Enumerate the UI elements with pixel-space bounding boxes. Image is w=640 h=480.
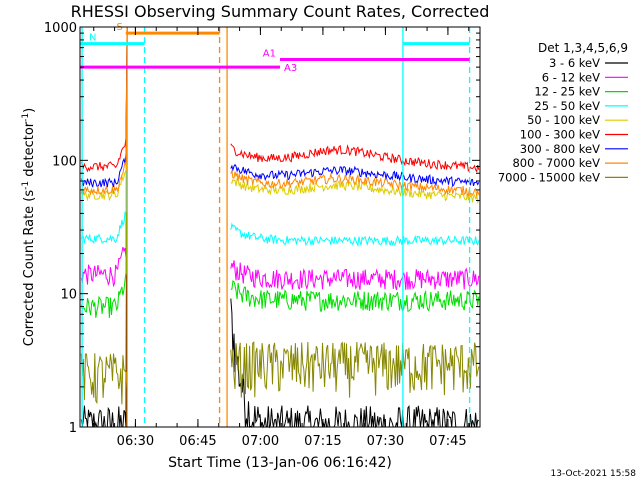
legend-label-6: 100 - 300 keV — [520, 128, 600, 142]
y-tick-label-2: 10 — [60, 288, 77, 303]
series-line-6-segment-1 — [80, 26, 128, 173]
annotation-label-1: S — [116, 22, 122, 33]
series-line-4-segment-2 — [230, 222, 480, 248]
series-line-5-segment-1 — [80, 26, 128, 202]
legend-label-1: 3 - 6 keV — [549, 56, 600, 70]
series-line-8-segment-2 — [230, 168, 480, 197]
x-tick-label-4: 07:15 — [304, 434, 341, 449]
series-line-2-segment-2 — [230, 260, 480, 291]
y-tick-label-4: 1000 — [44, 21, 77, 36]
legend-label-7: 300 - 800 keV — [520, 142, 600, 156]
plot-marks: S N A1 A3 — [80, 22, 480, 429]
series-line-1-segment-2 — [230, 298, 480, 429]
annotation-label-5: A3 — [284, 63, 297, 74]
legend-label-5: 50 - 100 keV — [527, 113, 600, 127]
legend-label-2: 6 - 12 keV — [542, 70, 600, 84]
axis-ticks: 06:30 06:45 07:00 07:15 07:30 07:45 1 10 100 1000 — [44, 21, 480, 449]
annotation-label-4: A1 — [263, 49, 276, 60]
series-line-7-segment-2 — [230, 163, 480, 188]
series-line-9-segment-1 — [80, 353, 128, 405]
series-line-2-segment-1 — [80, 26, 128, 288]
legend-label-9: 7000 - 15000 keV — [498, 170, 600, 184]
x-tick-label-2: 06:45 — [179, 434, 216, 449]
series-line-3-segment-2 — [230, 280, 480, 313]
series-line-9-segment-2 — [230, 341, 480, 398]
series-line-4-segment-1 — [80, 26, 128, 244]
legend-label-4: 25 - 50 keV — [534, 99, 600, 113]
legend-label-3: 12 - 25 keV — [534, 85, 600, 99]
series-line-1-segment-1 — [80, 26, 128, 428]
footer-timestamp: 13-Oct-2021 15:58 — [551, 469, 637, 479]
x-tick-label-5: 07:30 — [367, 434, 404, 449]
x-tick-label-6: 07:45 — [429, 434, 466, 449]
y-tick-label-1: 1 — [69, 421, 77, 436]
y-axis-label: Corrected Count Rate (s-1 detector-1) — [21, 108, 37, 346]
series-line-3-segment-1 — [80, 26, 128, 318]
annotation-label-2: N — [89, 33, 96, 44]
x-tick-label-1: 06:30 — [117, 434, 154, 449]
legend-label-8: 800 - 7000 keV — [512, 156, 600, 170]
series-line-5-segment-2 — [230, 177, 480, 204]
plot-frame — [79, 26, 481, 428]
x-tick-label-3: 07:00 — [242, 434, 279, 449]
x-axis-label: Start Time (13-Jan-06 06:16:42) — [168, 455, 392, 471]
y-tick-label-3: 100 — [52, 154, 77, 169]
series-line-6-segment-2 — [230, 143, 480, 173]
series-line-7-segment-1 — [80, 26, 128, 188]
legend-title: Det 1,3,4,5,6,9 — [538, 41, 628, 55]
chart-title: RHESSI Observing Summary Count Rates, Co… — [71, 2, 490, 21]
series-line-8-segment-1 — [80, 26, 128, 196]
